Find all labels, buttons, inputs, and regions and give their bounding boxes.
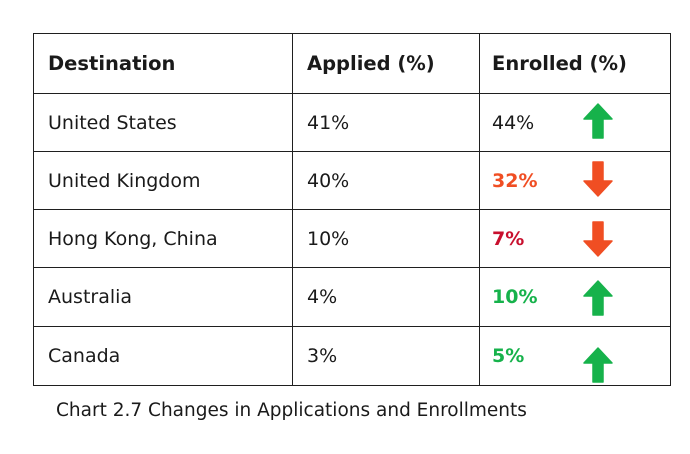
applied-cell: 4%: [307, 286, 338, 308]
up-arrow-shape: [583, 347, 613, 383]
destination-cell: United Kingdom: [48, 169, 201, 192]
applied-cell: 3%: [307, 345, 338, 367]
enrolled-cell: 44%: [492, 111, 535, 134]
chart-caption: Chart 2.7 Changes in Applications and En…: [56, 400, 527, 421]
header-applied: Applied (%): [307, 52, 435, 75]
header-destination: Destination: [48, 52, 176, 75]
up-arrow-shape: [583, 103, 613, 139]
enrolled-cell: 7%: [492, 227, 525, 250]
down-arrow-shape: [583, 161, 613, 197]
trend-up-arrow-icon: [583, 347, 613, 383]
trend-down-arrow-icon: [583, 221, 613, 257]
header-enrolled: Enrolled (%): [492, 52, 627, 75]
up-arrow-shape: [583, 280, 613, 316]
enrolled-cell: 32%: [492, 169, 538, 192]
destination-cell: Hong Kong, China: [48, 227, 218, 250]
destination-cell: Canada: [48, 345, 121, 367]
data-table: Destination Applied (%) Enrolled (%) Uni…: [33, 33, 671, 386]
enrolled-cell: 5%: [492, 345, 525, 367]
table-row: United Kingdom 40% 32%: [34, 151, 670, 209]
table-row: United States 41% 44%: [34, 93, 670, 151]
destination-cell: United States: [48, 111, 177, 134]
trend-up-arrow-icon: [583, 280, 613, 316]
applied-cell: 40%: [307, 169, 350, 192]
table-row: Australia 4% 10%: [34, 267, 670, 326]
trend-up-arrow-icon: [583, 103, 613, 139]
enrolled-cell: 10%: [492, 286, 538, 308]
table-header-row: Destination Applied (%) Enrolled (%): [34, 34, 670, 93]
down-arrow-shape: [583, 221, 613, 257]
table-row: Hong Kong, China 10% 7%: [34, 209, 670, 267]
applied-cell: 41%: [307, 111, 350, 134]
table-row: Canada 3% 5%: [34, 326, 670, 385]
destination-cell: Australia: [48, 286, 133, 308]
applied-cell: 10%: [307, 227, 350, 250]
trend-down-arrow-icon: [583, 161, 613, 197]
